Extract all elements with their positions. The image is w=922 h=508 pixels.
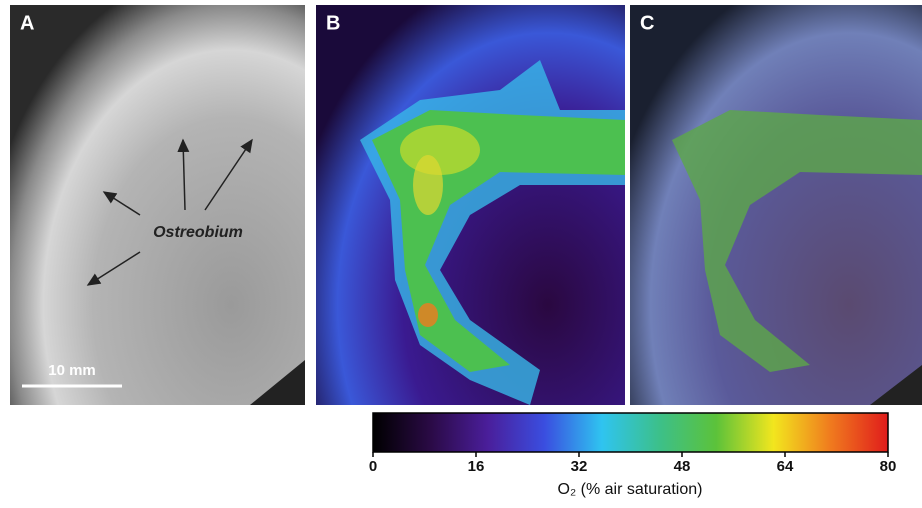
x-tick-label: 80	[880, 458, 897, 475]
colorbar-label: O₂ (% air saturation)	[558, 481, 703, 498]
x-tick-label: 16	[468, 458, 485, 475]
panel-label: B	[326, 12, 340, 34]
figure: Ostreobium 10 mm A B C O₂ (% air saturat…	[0, 0, 922, 503]
panel-label: A	[20, 12, 34, 34]
organism-label: Ostreobium	[153, 224, 243, 241]
x-tick-label: 32	[571, 458, 588, 475]
panel-label: C	[640, 12, 654, 34]
colorbar	[373, 413, 888, 452]
panel-b: B	[316, 5, 625, 405]
panel-c: C	[630, 5, 922, 405]
x-tick-label: 64	[777, 458, 794, 475]
scale-bar-label: 10 mm	[48, 362, 96, 379]
x-tick-label: 48	[674, 458, 691, 475]
x-tick-label: 0	[369, 458, 377, 475]
panel-a: Ostreobium 10 mm A	[10, 5, 305, 405]
